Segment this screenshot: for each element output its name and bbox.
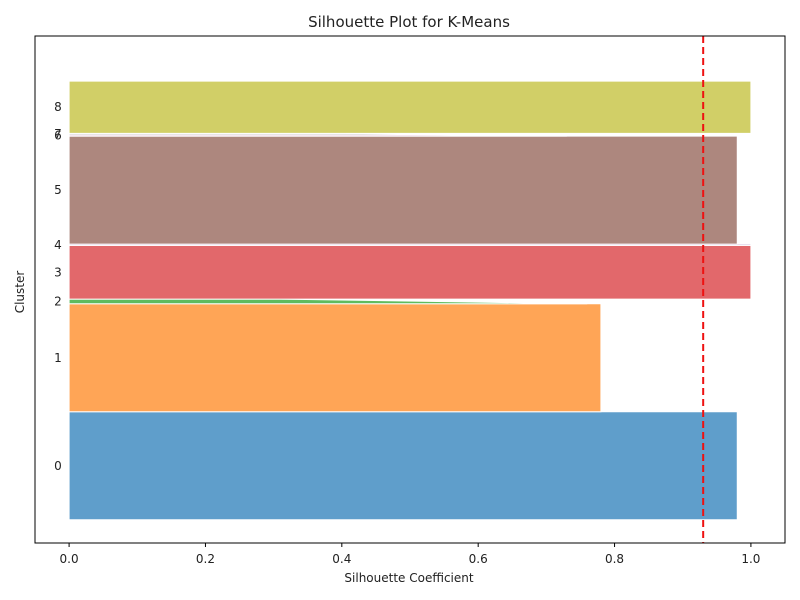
x-tick-label: 0.4 <box>332 552 351 566</box>
silhouette-bar-cluster-1 <box>68 303 602 413</box>
cluster-label-4: 4 <box>54 238 62 252</box>
x-ticks: 0.0 0.2 0.4 0.6 0.8 1.0 <box>60 543 760 566</box>
y-axis-label: Cluster <box>13 271 27 314</box>
silhouette-bar-cluster-0 <box>68 411 738 521</box>
silhouette-bar-cluster-5 <box>68 135 738 245</box>
cluster-label-5: 5 <box>54 183 62 197</box>
cluster-label-2: 2 <box>54 294 62 308</box>
cluster-label-0: 0 <box>54 459 62 473</box>
x-tick-label: 0.2 <box>196 552 215 566</box>
silhouette-bar-cluster-8 <box>68 80 752 134</box>
x-tick-label: 1.0 <box>741 552 760 566</box>
cluster-label-1: 1 <box>54 351 62 365</box>
cluster-label-8: 8 <box>54 100 62 114</box>
cluster-label-7: 7 <box>54 127 62 141</box>
x-axis-label: Silhouette Coefficient <box>344 571 473 585</box>
cluster-label-6: 6 <box>54 128 62 142</box>
x-tick-label: 0.0 <box>60 552 79 566</box>
bars-group <box>68 80 752 521</box>
plot-frame <box>34 35 786 544</box>
chart-title: Silhouette Plot for K-Means <box>308 13 510 31</box>
x-tick-label: 0.6 <box>469 552 488 566</box>
silhouette-bar-cluster-3 <box>68 244 752 300</box>
x-tick-label: 0.8 <box>605 552 624 566</box>
silhouette-bar-cluster-2 <box>68 298 588 305</box>
cluster-label-3: 3 <box>54 265 62 279</box>
y-tick-labels: 0 1 2 3 4 5 67 8 <box>54 100 62 473</box>
